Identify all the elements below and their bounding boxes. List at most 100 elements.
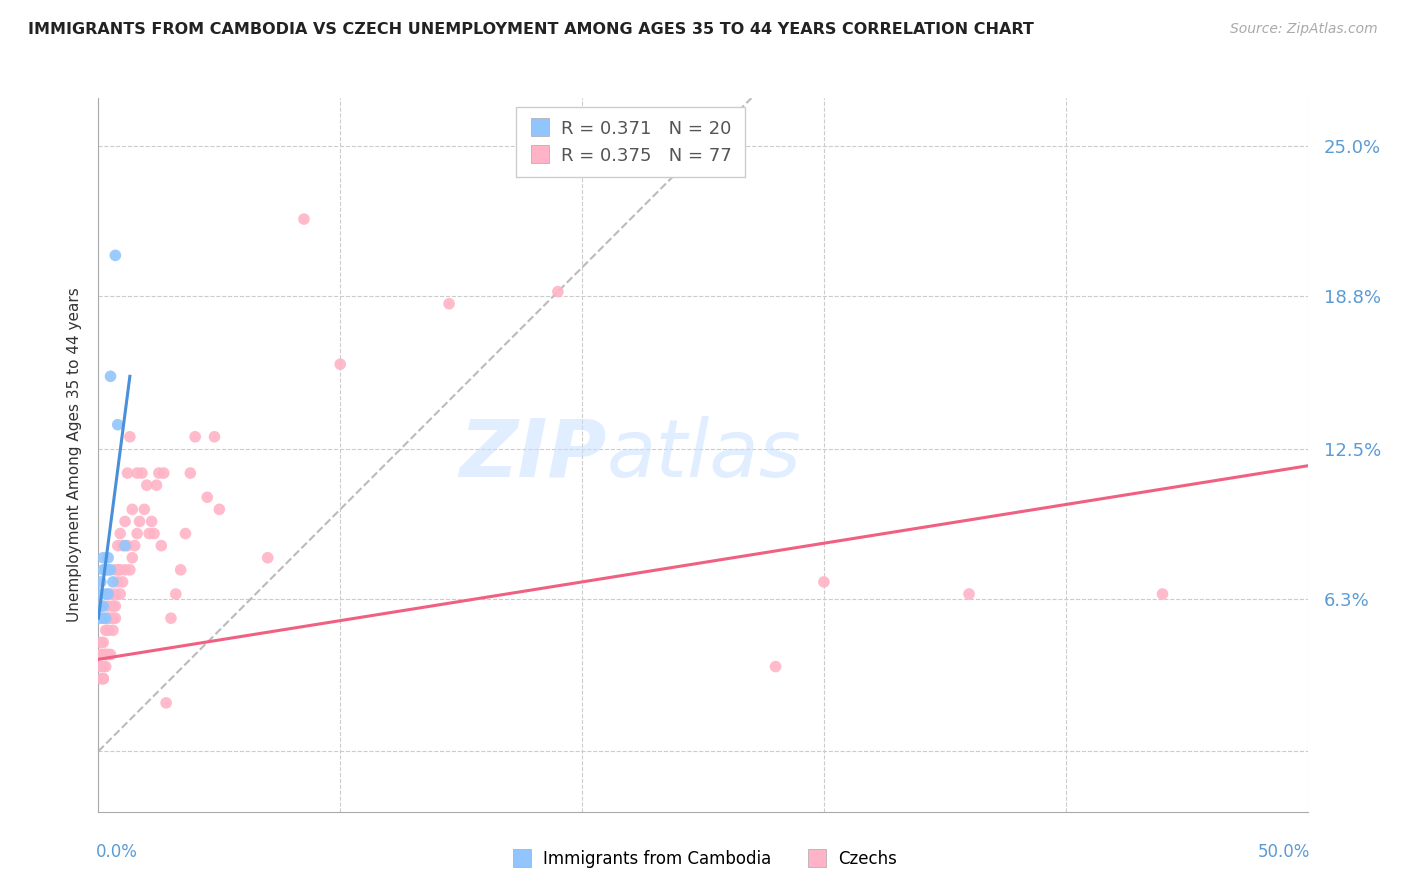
Point [90,659,112,673]
Point [100,563,122,577]
Point [152,466,174,480]
Point [117,466,139,480]
Point [155,696,177,710]
Point [94,648,117,662]
Point [160,611,183,625]
Point [107,563,129,577]
Point [184,430,207,444]
Point [91,648,114,662]
Point [114,563,136,577]
Point [90,611,112,625]
Point [145,478,167,492]
Point [90,599,112,613]
Point [150,539,173,553]
Point [135,478,157,492]
Point [143,526,166,541]
Point [121,502,143,516]
Point [97,648,120,662]
Point [104,587,127,601]
Point [101,624,124,638]
Point [91,599,114,613]
Point [94,624,117,638]
Point [813,574,835,589]
Point [108,587,131,601]
Point [104,599,127,613]
Point [101,611,124,625]
Point [104,248,127,262]
Point [111,539,134,553]
Point [97,563,120,577]
Point [90,648,112,662]
Point [117,539,139,553]
Point [91,672,114,686]
Legend: R = 0.371   N = 20, R = 0.375   N = 77: R = 0.371 N = 20, R = 0.375 N = 77 [516,107,745,178]
Point [90,648,112,662]
Point [100,369,122,384]
Point [204,430,226,444]
Point [165,587,187,601]
Point [1152,587,1174,601]
Point [94,611,117,625]
Point [101,574,124,589]
Point [94,648,117,662]
Point [118,563,141,577]
Point [90,574,112,589]
Text: 0.0%: 0.0% [96,843,138,861]
Point [91,635,114,649]
Point [329,357,352,371]
Point [547,285,569,299]
Text: Source: ZipAtlas.com: Source: ZipAtlas.com [1230,22,1378,37]
Point [91,563,114,577]
Point [148,466,170,480]
Point [90,635,112,649]
Point [97,624,120,638]
Point [127,466,149,480]
Point [107,539,129,553]
Text: IMMIGRANTS FROM CAMBODIA VS CZECH UNEMPLOYMENT AMONG AGES 35 TO 44 YEARS CORRELA: IMMIGRANTS FROM CAMBODIA VS CZECH UNEMPL… [28,22,1033,37]
Point [108,563,131,577]
Point [169,563,191,577]
Point [94,659,117,673]
Point [97,611,120,625]
Point [91,672,114,686]
Point [114,539,136,553]
Point [111,574,134,589]
Point [101,599,124,613]
Point [134,502,156,516]
Point [100,611,122,625]
Point [138,526,160,541]
Point [97,599,120,613]
Point [97,587,120,601]
Text: 50.0%: 50.0% [1258,843,1310,861]
Point [127,526,149,541]
Point [100,648,122,662]
Point [104,611,127,625]
Text: ZIP: ZIP [458,416,606,494]
Point [195,490,218,504]
Point [131,466,153,480]
Point [174,526,197,541]
Point [141,515,163,529]
Point [91,659,114,673]
Point [97,550,120,565]
Y-axis label: Unemployment Among Ages 35 to 44 years: Unemployment Among Ages 35 to 44 years [66,287,82,623]
Point [765,659,787,673]
Point [90,587,112,601]
Point [108,526,131,541]
Point [437,297,460,311]
Point [179,466,201,480]
Point [114,515,136,529]
Text: atlas: atlas [606,416,801,494]
Point [292,212,315,227]
Point [104,563,127,577]
Point [957,587,980,601]
Point [256,550,278,565]
Point [94,587,117,601]
Point [208,502,231,516]
Point [91,550,114,565]
Point [94,563,117,577]
Point [121,550,143,565]
Point [90,672,112,686]
Legend: Immigrants from Cambodia, Czechs: Immigrants from Cambodia, Czechs [503,844,903,875]
Point [91,611,114,625]
